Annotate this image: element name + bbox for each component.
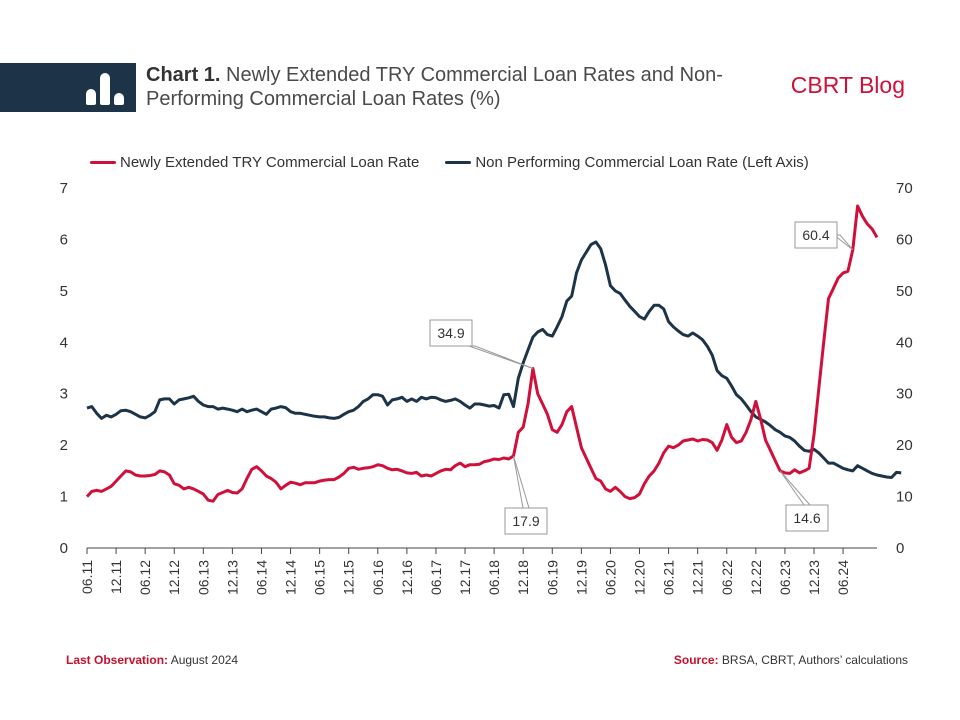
brand-logo-text[interactable]: CBRT Blog	[790, 72, 905, 98]
x-tick-label: 12.17	[457, 560, 473, 595]
legend-swatch-loan-rate	[90, 161, 116, 164]
x-tick-label: 12.18	[515, 560, 531, 595]
y-right-tick-label: 30	[896, 386, 913, 403]
x-tick-label: 06.20	[602, 560, 618, 595]
y-right-tick-label: 10	[896, 489, 913, 506]
x-tick-label: 06.24	[835, 560, 851, 595]
annotation-pointer	[468, 345, 534, 369]
last-observation-label: Last Observation:	[66, 653, 169, 667]
x-tick-label: 12.23	[806, 560, 822, 595]
y-right-tick-label: 20	[896, 437, 913, 454]
x-tick-label: 06.16	[370, 560, 386, 595]
x-tick-label: 12.22	[748, 560, 764, 595]
y-left-tick-label: 5	[60, 283, 68, 300]
chart-title-bold: Chart 1.	[146, 64, 221, 86]
x-tick-label: 12.15	[341, 560, 357, 595]
source-value: BRSA, CBRT, Authors’ calculations	[718, 653, 908, 667]
y-left-tick-label: 0	[60, 540, 68, 557]
series-line-npl-rate	[86, 240, 902, 479]
x-tick-label: 12.12	[166, 560, 182, 595]
y-right-tick-label: 40	[896, 334, 913, 351]
x-tick-label: 12.11	[108, 560, 124, 594]
y-left-tick-label: 3	[60, 386, 68, 403]
x-tick-label: 06.18	[486, 560, 502, 595]
annotation-label: 60.4	[802, 227, 829, 243]
x-tick-label: 12.20	[632, 560, 648, 595]
annotation-box	[794, 221, 838, 249]
x-tick-label: 12.16	[399, 560, 415, 595]
chart-title-text: Newly Extended TRY Commercial Loan Rates…	[146, 64, 723, 110]
header-band	[0, 63, 136, 112]
y-left-tick-label: 4	[60, 334, 68, 351]
y-right-tick-label: 0	[896, 540, 904, 557]
x-tick-label: 06.12	[137, 560, 153, 595]
y-left-tick-label: 1	[60, 489, 68, 506]
annotation-label: 34.9	[437, 325, 464, 341]
series-line-loan-rate	[85, 204, 879, 503]
chart-title: Chart 1. Newly Extended TRY Commercial L…	[146, 63, 766, 111]
legend-swatch-npl-rate	[445, 161, 472, 164]
x-tick-label: 06.22	[719, 560, 735, 595]
x-tick-label: 12.13	[224, 560, 240, 595]
annotation-label: 17.9	[512, 513, 539, 529]
annotation-box	[785, 504, 829, 532]
source-note: Source: BRSA, CBRT, Authors’ calculation…	[674, 653, 908, 667]
last-observation: Last Observation: August 2024	[66, 653, 238, 667]
y-left-tick-label: 7	[60, 180, 68, 197]
annotation-pointer	[513, 455, 530, 509]
legend-item-loan-rate: Newly Extended TRY Commercial Loan Rate	[90, 154, 419, 171]
bar-chart-icon	[86, 73, 128, 105]
y-right-tick-label: 60	[896, 231, 913, 248]
legend-item-npl-rate: Non Performing Commercial Loan Rate (Lef…	[445, 154, 809, 171]
x-tick-label: 12.14	[283, 560, 299, 595]
annotation-label: 14.6	[793, 510, 820, 526]
annotation-pointer	[779, 470, 812, 506]
x-tick-label: 06.21	[661, 560, 677, 595]
y-right-tick-label: 50	[896, 283, 913, 300]
source-label: Source:	[673, 653, 719, 667]
x-tick-label: 06.13	[195, 560, 211, 595]
y-right-tick-label: 70	[896, 180, 913, 197]
x-tick-label: 06.14	[253, 560, 269, 595]
chart-legend: Newly Extended TRY Commercial Loan Rate …	[90, 154, 835, 171]
x-tick-label: 12.21	[690, 560, 706, 595]
legend-label-loan-rate: Newly Extended TRY Commercial Loan Rate	[120, 154, 420, 171]
x-tick-label: 06.17	[428, 560, 444, 595]
x-tick-label: 12.19	[573, 560, 589, 595]
x-tick-label: 06.11	[79, 560, 95, 594]
x-tick-label: 06.19	[544, 560, 560, 595]
x-tick-label: 06.15	[312, 560, 328, 595]
annotation-box	[429, 319, 473, 347]
y-left-tick-label: 2	[60, 437, 68, 454]
y-left-tick-label: 6	[60, 231, 68, 248]
annotation-box	[504, 507, 548, 535]
x-tick-label: 06.23	[777, 560, 793, 595]
last-observation-value: August 2024	[168, 653, 239, 667]
legend-label-npl-rate: Non Performing Commercial Loan Rate (Lef…	[475, 154, 809, 171]
